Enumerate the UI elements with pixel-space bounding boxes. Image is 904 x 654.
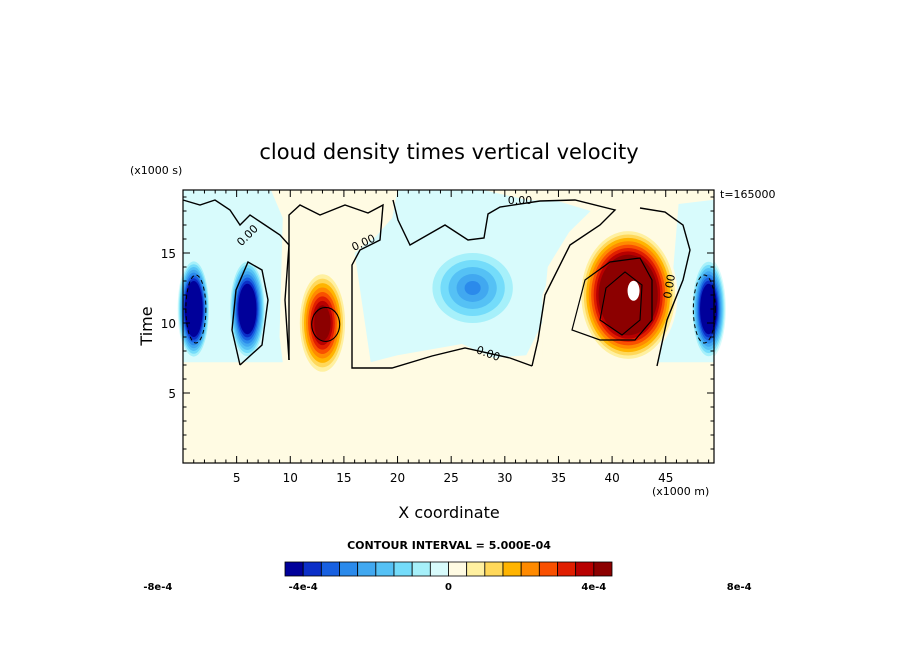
colorbar-swatch [339,561,359,577]
x-tick-label: 20 [390,471,405,485]
x-tick-label: 40 [604,471,619,485]
colorbar-swatch [593,561,613,577]
colorbar-swatch [557,561,577,577]
colorbar-label: -8e-4 [143,582,172,593]
x-tick-label: 45 [658,471,673,485]
chart-title: cloud density times vertical velocity [259,140,638,164]
x-tick-label: 15 [336,471,351,485]
colorbar-swatch [375,561,395,577]
colorbar-swatch [411,561,431,577]
colorbar-swatch [448,561,468,577]
colorbar-swatch [393,561,413,577]
colorbar-swatch [538,561,558,577]
colorbar-swatch [357,561,377,577]
colorbar-swatch [502,561,522,577]
time-stamp: t=165000 [720,188,776,201]
x-unit-label: (x1000 m) [652,485,709,498]
colorbar-swatch [302,561,322,577]
plot-frame [182,189,715,464]
contour-fill-negative [192,306,195,312]
colorbar-swatch [484,561,504,577]
contour-fill-negative [707,305,710,313]
y-tick-label: 5 [168,387,176,401]
contour-fill-positive [320,318,325,328]
y-unit-label: (x1000 s) [130,164,182,177]
x-tick-label: 25 [444,471,459,485]
colorbar-label: 8e-4 [727,582,752,593]
positive-contour [571,257,653,341]
zero-contour [231,261,269,366]
zero-contour [392,199,617,367]
contour-lines [182,199,716,369]
x-tick-labels: 5 10 15 20 25 30 35 40 45 [233,471,674,485]
colorbar: -8e-4 -4e-4 0 4e-4 8e-4 [143,561,752,593]
contour-label: 0.00 [508,194,533,207]
zero-contour [639,207,691,367]
contour-interval: CONTOUR INTERVAL = 5.000E-04 [347,539,551,552]
y-tick-label: 10 [161,317,176,331]
y-tick-labels: 5 10 15 [161,247,176,401]
colorbar-label: 0 [445,582,452,593]
positive-contour [311,306,341,342]
colorbar-swatch [575,561,595,577]
colorbar-swatch [284,561,304,577]
colorbar-label: -4e-4 [289,582,318,593]
x-axis-label: X coordinate [398,503,499,522]
x-tick-label: 30 [497,471,512,485]
negative-contour [185,274,207,344]
x-tick-label: 5 [233,471,241,485]
zero-contour [288,203,533,369]
colorbar-swatch [320,561,340,577]
axis-ticks [183,190,714,463]
contour-fill-negative [464,281,481,295]
colorbar-label: 4e-4 [581,582,606,593]
positive-contour [599,271,643,336]
x-tick-label: 10 [283,471,298,485]
zero-contour [182,199,290,361]
contour-label: 0.00 [661,273,678,299]
max-core [627,280,640,301]
y-axis-label: Time [137,306,156,346]
colorbar-swatch [429,561,449,577]
negative-contour [692,274,716,344]
y-tick-label: 15 [161,247,176,261]
contour-fill-negative [246,305,249,313]
colorbar-swatch [466,561,486,577]
colorbar-swatch [520,561,540,577]
x-tick-label: 35 [551,471,566,485]
contour-field [177,190,726,463]
